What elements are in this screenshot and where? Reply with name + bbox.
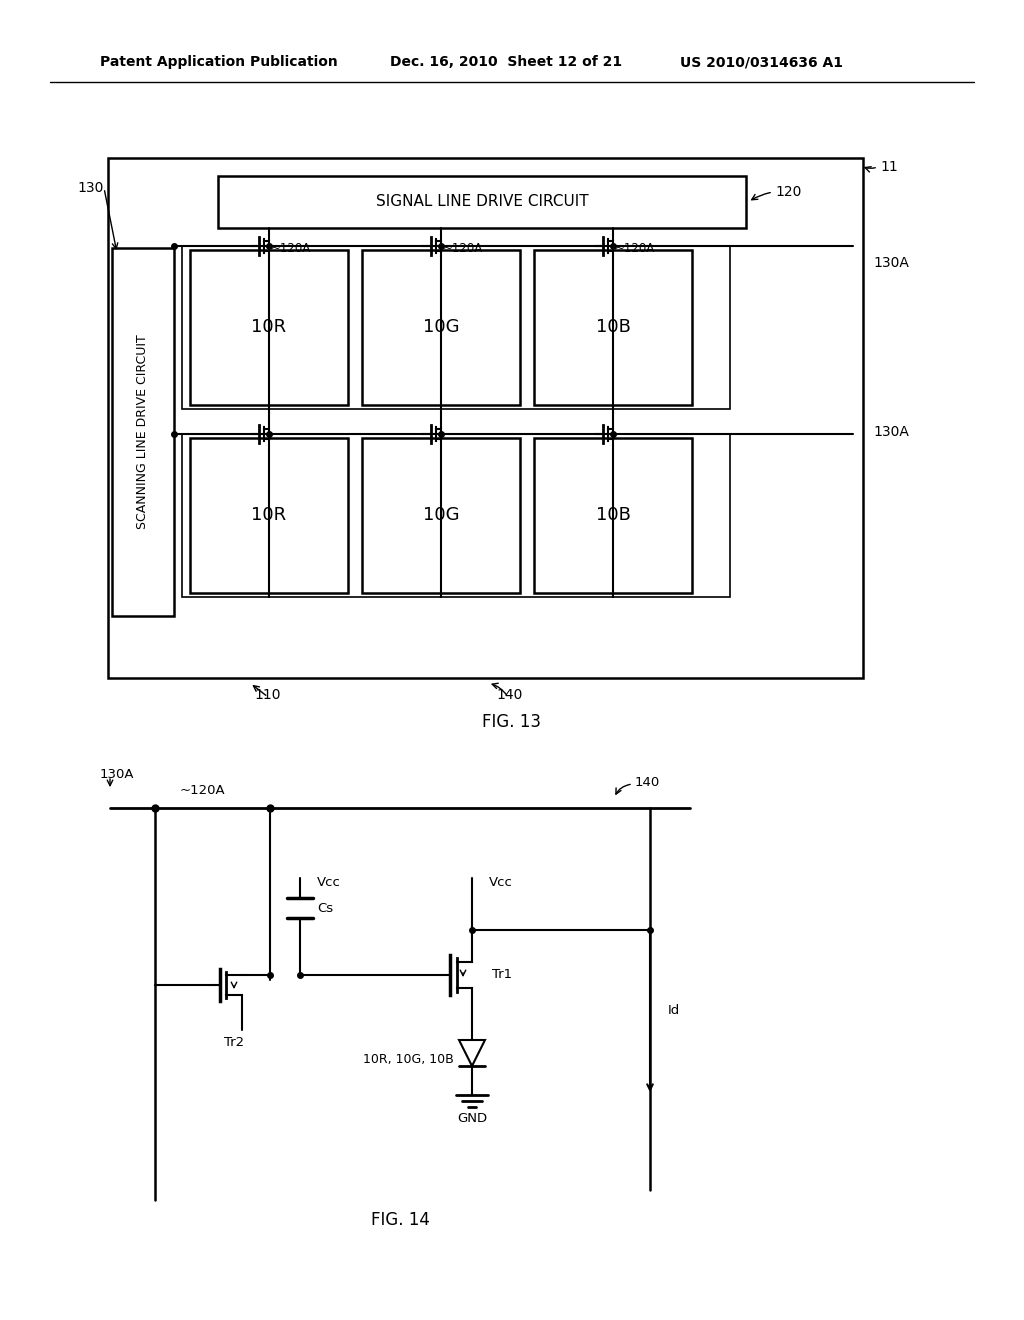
Bar	[182, 246, 730, 409]
Text: US 2010/0314636 A1: US 2010/0314636 A1	[680, 55, 843, 69]
Bar	[534, 438, 692, 593]
Text: 140: 140	[635, 776, 660, 788]
Text: 140: 140	[497, 688, 523, 702]
Text: FIG. 14: FIG. 14	[371, 1210, 429, 1229]
Text: ~120A: ~120A	[271, 242, 311, 255]
Text: FIG. 13: FIG. 13	[482, 713, 542, 731]
Text: Id: Id	[668, 1003, 680, 1016]
Bar	[108, 158, 863, 678]
Text: ~120A: ~120A	[180, 784, 225, 796]
Text: 130A: 130A	[873, 256, 909, 271]
Text: 10B: 10B	[596, 507, 631, 524]
Text: Cs: Cs	[317, 902, 333, 915]
Text: 130A: 130A	[873, 425, 909, 440]
Text: 10R: 10R	[252, 318, 287, 337]
Bar	[218, 176, 746, 228]
Text: 120: 120	[775, 185, 802, 199]
Text: 130: 130	[78, 181, 104, 195]
Text: 10R: 10R	[252, 507, 287, 524]
Text: 110: 110	[255, 688, 282, 702]
Text: ~120A: ~120A	[615, 242, 655, 255]
Bar	[182, 434, 730, 597]
Text: Vcc: Vcc	[317, 876, 341, 890]
Text: GND: GND	[457, 1113, 487, 1126]
Text: SIGNAL LINE DRIVE CIRCUIT: SIGNAL LINE DRIVE CIRCUIT	[376, 194, 589, 210]
Text: Vcc: Vcc	[489, 876, 513, 890]
Text: ~120A: ~120A	[443, 242, 483, 255]
Text: 11: 11	[880, 160, 898, 174]
Bar	[190, 438, 348, 593]
Bar	[362, 438, 520, 593]
Bar	[534, 249, 692, 405]
Text: 130A: 130A	[100, 768, 134, 781]
Text: 10R, 10G, 10B: 10R, 10G, 10B	[364, 1053, 454, 1067]
Text: Tr1: Tr1	[492, 969, 512, 982]
Text: Tr2: Tr2	[224, 1036, 244, 1049]
Text: 10B: 10B	[596, 318, 631, 337]
Text: Patent Application Publication: Patent Application Publication	[100, 55, 338, 69]
Bar	[112, 248, 174, 616]
Text: 10G: 10G	[423, 507, 459, 524]
Text: Dec. 16, 2010  Sheet 12 of 21: Dec. 16, 2010 Sheet 12 of 21	[390, 55, 623, 69]
Text: SCANNING LINE DRIVE CIRCUIT: SCANNING LINE DRIVE CIRCUIT	[136, 335, 150, 529]
Text: 10G: 10G	[423, 318, 459, 337]
Bar	[362, 249, 520, 405]
Bar	[190, 249, 348, 405]
